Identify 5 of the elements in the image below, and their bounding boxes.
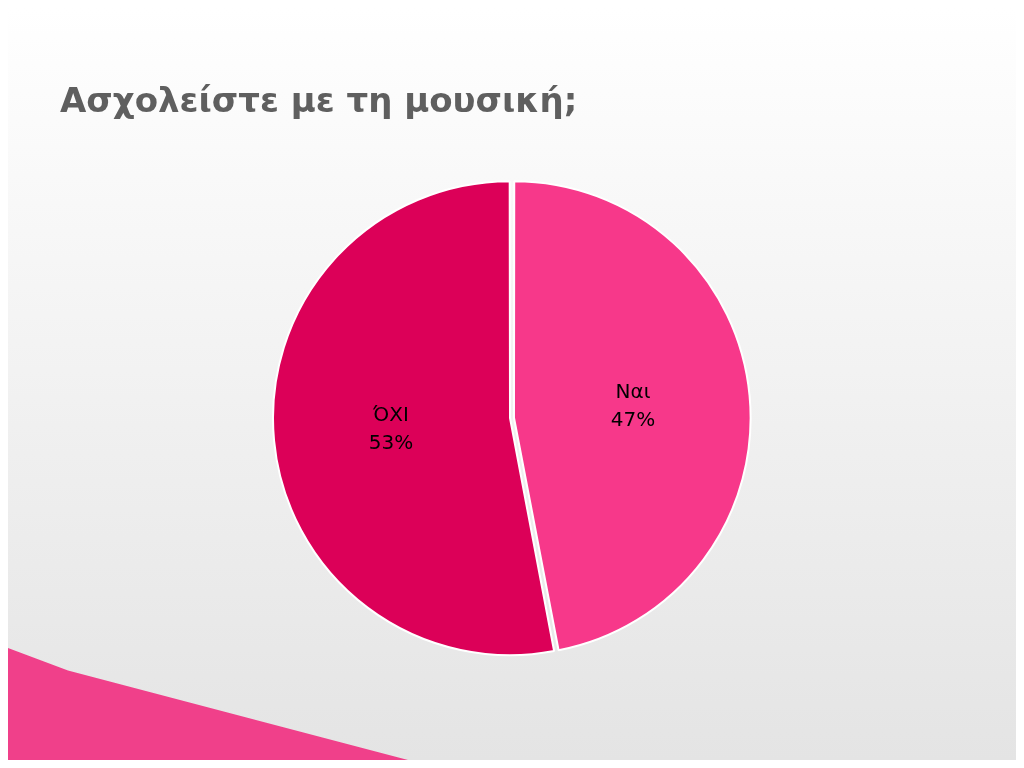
data-label: 53% — [368, 429, 414, 454]
chart-title: Ασχολείστε με τη μουσική; — [60, 80, 578, 120]
slice-label: Ναι — [615, 378, 651, 403]
slice-label: ΌΧΙ — [372, 401, 409, 426]
data-label: 47% — [610, 406, 656, 431]
